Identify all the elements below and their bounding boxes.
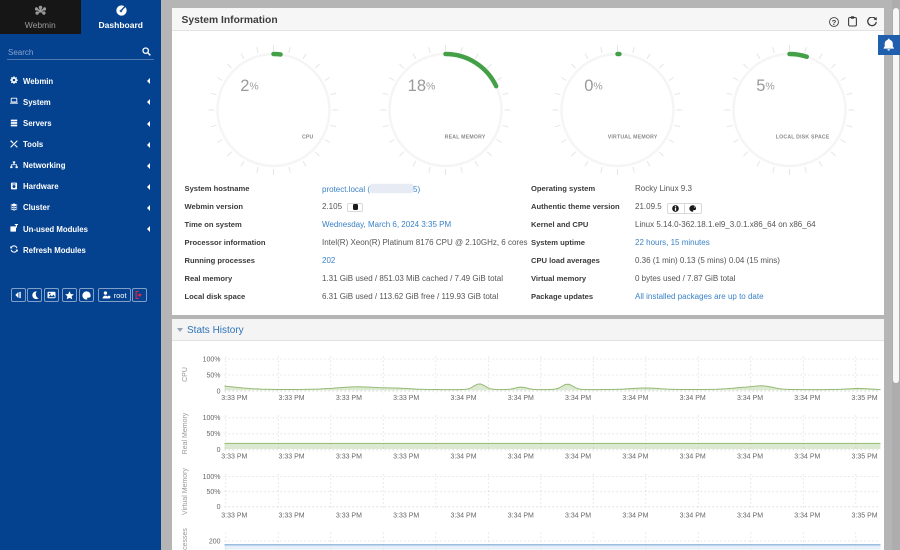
- svg-text:3:34 PM: 3:34 PM: [736, 454, 762, 461]
- svg-text:3:34 PM: 3:34 PM: [794, 395, 820, 402]
- svg-text:3:34 PM: 3:34 PM: [736, 395, 762, 402]
- svg-text:0: 0: [216, 448, 220, 455]
- svg-text:CPU: CPU: [182, 368, 189, 383]
- svg-text:Virtual Memory: Virtual Memory: [182, 468, 189, 515]
- svg-text:100%: 100%: [202, 416, 220, 423]
- svg-text:3:34 PM: 3:34 PM: [565, 454, 591, 461]
- svg-text:50%: 50%: [206, 373, 220, 380]
- svg-text:3:33 PM: 3:33 PM: [221, 513, 247, 520]
- svg-text:3:34 PM: 3:34 PM: [679, 513, 705, 520]
- svg-text:3:33 PM: 3:33 PM: [335, 395, 361, 402]
- svg-text:5%: 5%: [756, 77, 775, 95]
- svg-text:3:33 PM: 3:33 PM: [393, 395, 419, 402]
- svg-text:0%: 0%: [584, 77, 603, 95]
- svg-text:50%: 50%: [206, 489, 220, 496]
- svg-text:Processes: Processes: [182, 528, 189, 550]
- svg-text:3:34 PM: 3:34 PM: [565, 513, 591, 520]
- svg-text:3:33 PM: 3:33 PM: [335, 454, 361, 461]
- svg-text:3:33 PM: 3:33 PM: [278, 513, 304, 520]
- svg-text:3:33 PM: 3:33 PM: [278, 454, 304, 461]
- svg-text:3:34 PM: 3:34 PM: [450, 513, 476, 520]
- svg-text:2%: 2%: [240, 77, 259, 95]
- svg-text:3:33 PM: 3:33 PM: [393, 454, 419, 461]
- svg-text:100%: 100%: [202, 357, 220, 364]
- svg-text:3:34 PM: 3:34 PM: [507, 395, 533, 402]
- svg-text:0: 0: [216, 389, 220, 396]
- svg-text:3:34 PM: 3:34 PM: [450, 395, 476, 402]
- svg-text:3:34 PM: 3:34 PM: [565, 395, 591, 402]
- svg-text:REAL MEMORY: REAL MEMORY: [444, 135, 485, 141]
- svg-text:200: 200: [208, 539, 220, 546]
- svg-text:3:34 PM: 3:34 PM: [622, 454, 648, 461]
- svg-text:3:35 PM: 3:35 PM: [851, 395, 877, 402]
- svg-text:LOCAL DISK SPACE: LOCAL DISK SPACE: [775, 135, 829, 141]
- svg-text:18%: 18%: [407, 77, 435, 95]
- svg-text:3:34 PM: 3:34 PM: [679, 454, 705, 461]
- svg-text:0: 0: [216, 505, 220, 512]
- svg-text:?: ?: [832, 17, 837, 26]
- svg-text:CPU: CPU: [301, 135, 313, 141]
- svg-text:3:33 PM: 3:33 PM: [393, 513, 419, 520]
- svg-text:3:33 PM: 3:33 PM: [221, 454, 247, 461]
- svg-text:3:35 PM: 3:35 PM: [851, 513, 877, 520]
- svg-text:3:34 PM: 3:34 PM: [622, 395, 648, 402]
- svg-text:3:33 PM: 3:33 PM: [335, 513, 361, 520]
- svg-text:3:34 PM: 3:34 PM: [507, 513, 533, 520]
- svg-text:3:34 PM: 3:34 PM: [450, 454, 476, 461]
- svg-text:3:34 PM: 3:34 PM: [507, 454, 533, 461]
- svg-text:3:34 PM: 3:34 PM: [679, 395, 705, 402]
- svg-text:50%: 50%: [206, 432, 220, 439]
- svg-text:3:34 PM: 3:34 PM: [794, 454, 820, 461]
- svg-text:3:34 PM: 3:34 PM: [622, 513, 648, 520]
- svg-text:VIRTUAL MEMORY: VIRTUAL MEMORY: [607, 135, 657, 141]
- svg-text:3:35 PM: 3:35 PM: [851, 454, 877, 461]
- svg-text:Real Memory: Real Memory: [182, 413, 189, 455]
- svg-text:100%: 100%: [202, 474, 220, 481]
- svg-text:3:33 PM: 3:33 PM: [221, 395, 247, 402]
- svg-text:3:34 PM: 3:34 PM: [736, 513, 762, 520]
- svg-text:3:33 PM: 3:33 PM: [278, 395, 304, 402]
- svg-text:3:34 PM: 3:34 PM: [794, 513, 820, 520]
